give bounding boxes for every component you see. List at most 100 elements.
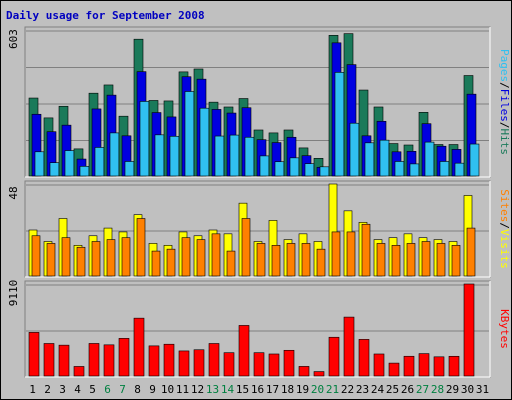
- x-tick-label-25: 25: [386, 383, 399, 396]
- bar-sites-day-18: [286, 243, 296, 277]
- bar-kbytes-day-13: [208, 343, 220, 377]
- bar-sites-day-13: [211, 233, 221, 277]
- x-tick-label-3: 3: [59, 383, 66, 396]
- side-label-separator: /: [498, 122, 511, 129]
- bar-pages-day-17: [274, 161, 285, 177]
- side-label-separator: /: [498, 222, 511, 229]
- bar-kbytes-day-11: [178, 350, 190, 377]
- x-tick-label-24: 24: [371, 383, 385, 396]
- x-tick-label-14: 14: [221, 383, 235, 396]
- x-tick-label-2: 2: [44, 383, 51, 396]
- bar-kbytes-day-10: [163, 343, 175, 377]
- x-tick-label-21: 21: [326, 383, 339, 396]
- bar-sites-day-12: [196, 239, 206, 277]
- bar-pages-day-24: [379, 139, 390, 177]
- bar-sites-day-15: [241, 218, 251, 277]
- x-tick-label-19: 19: [296, 383, 309, 396]
- bar-pages-day-6: [109, 132, 120, 177]
- panel-hits-files-pages-side-label: Pages/Files/Hits: [498, 49, 511, 155]
- x-tick-label-6: 6: [104, 383, 111, 396]
- x-tick-label-4: 4: [74, 383, 81, 396]
- bar-sites-day-17: [271, 245, 281, 277]
- bar-sites-day-26: [406, 243, 416, 277]
- bar-kbytes-day-23: [358, 339, 370, 377]
- bar-sites-day-28: [436, 243, 446, 277]
- x-tick-label-15: 15: [236, 383, 249, 396]
- bar-sites-day-20: [316, 248, 326, 277]
- bar-pages-day-10: [169, 135, 180, 177]
- bar-kbytes-day-20: [313, 371, 325, 377]
- bar-pages-day-30: [469, 143, 480, 177]
- bar-sites-day-3: [61, 237, 71, 277]
- bar-pages-day-4: [79, 166, 90, 177]
- x-tick-label-1: 1: [29, 383, 36, 396]
- bar-sites-day-10: [166, 248, 176, 277]
- x-tick-label-20: 20: [311, 383, 324, 396]
- bar-sites-day-21: [331, 231, 341, 277]
- x-tick-label-8: 8: [134, 383, 141, 396]
- x-tick-label-28: 28: [431, 383, 444, 396]
- bar-pages-day-16: [259, 155, 270, 177]
- bar-sites-day-5: [91, 241, 101, 277]
- x-tick-label-7: 7: [119, 383, 126, 396]
- bar-pages-day-19: [304, 163, 315, 177]
- bar-pages-day-22: [349, 122, 360, 177]
- side-label-sites: Sites: [498, 189, 511, 222]
- bar-kbytes-day-9: [148, 345, 160, 377]
- x-tick-label-29: 29: [446, 383, 459, 396]
- bar-kbytes-day-2: [43, 343, 55, 377]
- bar-pages-day-29: [454, 162, 465, 177]
- side-label-hits: Hits: [498, 129, 511, 156]
- bar-pages-day-27: [424, 141, 435, 177]
- bar-sites-day-4: [76, 246, 86, 277]
- bar-pages-day-13: [214, 135, 225, 177]
- bar-sites-day-23: [361, 223, 371, 277]
- bar-pages-day-12: [199, 107, 210, 177]
- panel-kbytes-ymax-label: 9110: [7, 280, 20, 307]
- x-tick-label-31: 31: [476, 383, 489, 396]
- x-tick-label-17: 17: [266, 383, 279, 396]
- bar-kbytes-day-1: [28, 332, 40, 377]
- bar-pages-day-11: [184, 91, 195, 177]
- bar-sites-day-29: [451, 245, 461, 277]
- bar-kbytes-day-3: [58, 344, 70, 377]
- x-tick-label-13: 13: [206, 383, 219, 396]
- bar-pages-day-1: [34, 151, 45, 177]
- bar-kbytes-day-27: [418, 353, 430, 377]
- bar-sites-day-8: [136, 218, 146, 277]
- bar-sites-day-24: [376, 243, 386, 277]
- bar-pages-day-25: [394, 161, 405, 177]
- bar-kbytes-day-14: [223, 352, 235, 377]
- bar-pages-day-14: [229, 134, 240, 177]
- bar-sites-day-2: [46, 243, 56, 277]
- bar-sites-day-27: [421, 241, 431, 277]
- bar-kbytes-day-6: [103, 344, 115, 377]
- x-tick-label-12: 12: [191, 383, 204, 396]
- side-label-pages: Pages: [498, 49, 511, 82]
- bar-kbytes-day-18: [283, 349, 295, 377]
- bar-sites-day-7: [121, 237, 131, 277]
- bar-pages-day-23: [364, 142, 375, 177]
- bar-pages-day-3: [64, 150, 75, 177]
- x-tick-label-26: 26: [401, 383, 414, 396]
- x-tick-label-18: 18: [281, 383, 294, 396]
- bar-sites-day-22: [346, 231, 356, 277]
- bar-kbytes-day-16: [253, 352, 265, 377]
- bar-pages-day-21: [334, 72, 345, 177]
- bar-sites-day-30: [466, 227, 476, 277]
- chart-title: Daily usage for September 2008: [6, 9, 205, 22]
- x-tick-label-16: 16: [251, 383, 264, 396]
- bar-kbytes-day-8: [133, 317, 145, 377]
- bar-sites-day-25: [391, 245, 401, 277]
- bar-kbytes-day-26: [403, 355, 415, 377]
- panel-kbytes-side-label: KBytes: [498, 309, 511, 349]
- x-tick-label-27: 27: [416, 383, 429, 396]
- bar-sites-day-6: [106, 239, 116, 277]
- bar-pages-day-20: [319, 166, 330, 177]
- bar-kbytes-day-19: [298, 366, 310, 377]
- bar-pages-day-7: [124, 161, 135, 177]
- bar-pages-day-5: [94, 147, 105, 177]
